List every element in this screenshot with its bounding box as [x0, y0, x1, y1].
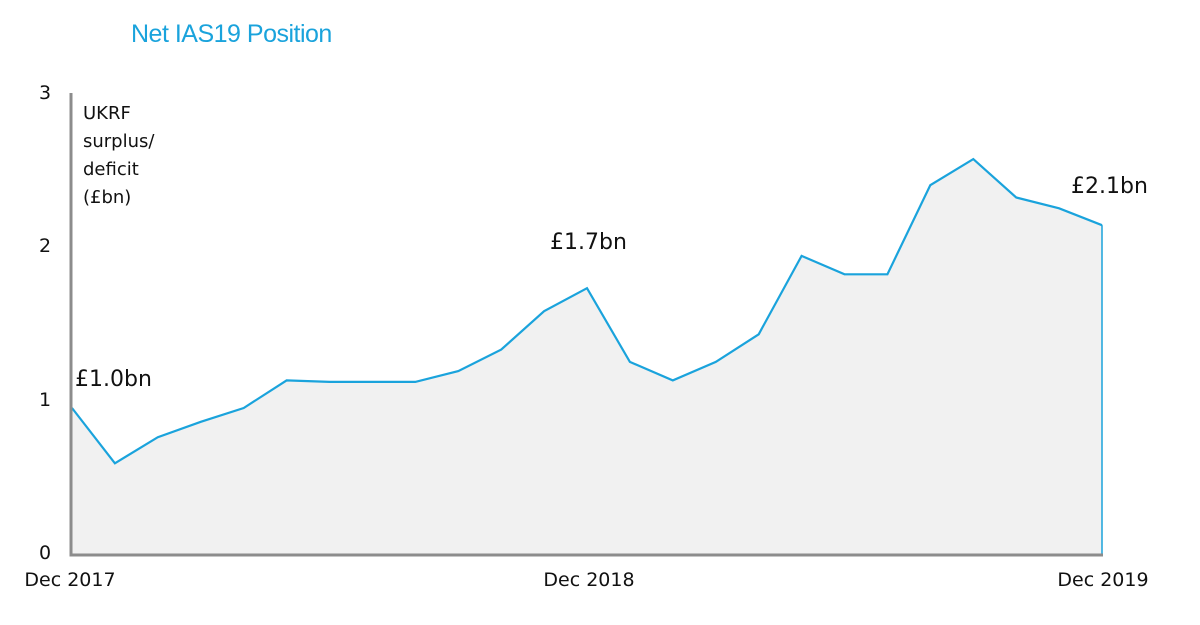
data-line — [71, 157, 1103, 465]
annotation-dec-2017: £1.0bn — [75, 367, 152, 392]
chart-title: Net IAS19 Position — [131, 20, 332, 48]
y-axis-label-line: surplus/ — [83, 131, 155, 152]
x-tick-dec-2017: Dec 2017 — [24, 569, 116, 591]
annotation-dec-2018: £1.7bn — [550, 230, 627, 255]
y-tick-2: 2 — [38, 235, 52, 257]
annotation-dec-2019: £2.1bn — [1071, 174, 1148, 199]
y-axis-label: UKRF surplus/ deficit (£bn) — [83, 100, 154, 212]
y-axis-label-line: UKRF — [83, 103, 131, 124]
y-tick-0: 0 — [38, 542, 52, 564]
y-axis-label-line: deficit — [83, 159, 139, 180]
x-tick-dec-2018: Dec 2018 — [543, 569, 635, 591]
x-tick-dec-2019: Dec 2019 — [1057, 569, 1149, 591]
y-tick-1: 1 — [38, 389, 52, 411]
area-fill — [72, 159, 1102, 554]
y-tick-3: 3 — [38, 82, 52, 104]
y-axis-label-line: (£bn) — [83, 187, 132, 208]
